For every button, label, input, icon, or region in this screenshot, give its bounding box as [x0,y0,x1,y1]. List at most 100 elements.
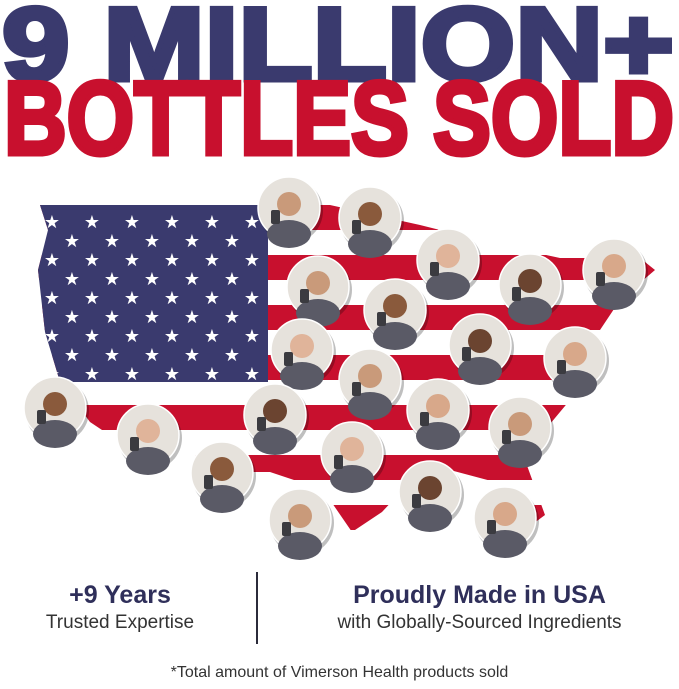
customer-photo [257,176,323,248]
star-icon: ★ [204,212,220,232]
star-icon: ★ [164,212,180,232]
star-icon: ★ [124,364,140,384]
bottle-icon [502,430,511,444]
star-icon: ★ [204,250,220,270]
bottle-icon [557,360,566,374]
customer-photo [473,486,539,558]
customer-photo [268,488,334,560]
bottle-icon [282,522,291,536]
star-icon: ★ [204,364,220,384]
bottle-icon [284,352,293,366]
star-icon: ★ [244,364,260,384]
star-icon: ★ [144,231,160,251]
bottle-icon [352,220,361,234]
star-icon: ★ [224,269,240,289]
star-icon: ★ [64,307,80,327]
customer-photo [116,403,182,475]
star-icon: ★ [164,250,180,270]
customer-photo [416,228,482,300]
bottle-icon [300,289,309,303]
flag-canton [38,205,268,382]
customer-photo [270,318,336,390]
star-icon: ★ [84,288,100,308]
stat-usa-title: Proudly Made in USA [353,581,606,609]
bottle-icon [352,382,361,396]
star-icon: ★ [244,212,260,232]
star-icon: ★ [124,250,140,270]
star-icon: ★ [244,288,260,308]
bottle-icon [271,210,280,224]
star-icon: ★ [44,212,60,232]
bottle-icon [377,312,386,326]
star-icon: ★ [104,307,120,327]
star-icon: ★ [164,364,180,384]
star-icon: ★ [84,364,100,384]
stat-made-in-usa: Proudly Made in USA with Globally-Source… [280,580,679,636]
star-icon: ★ [64,345,80,365]
customer-photo [338,186,404,258]
star-icon: ★ [144,345,160,365]
headline-line1: 9 MILLION+ [2,0,674,103]
customer-photo [286,255,352,327]
stat-years-subtitle: Trusted Expertise [45,612,195,633]
star-icon: ★ [224,307,240,327]
star-icon: ★ [144,269,160,289]
stat-years: +9 Years Trusted Expertise [0,580,240,636]
bottle-icon [130,437,139,451]
star-icon: ★ [164,326,180,346]
flag-stripe [38,505,655,530]
star-icon: ★ [224,231,240,251]
star-icon: ★ [84,250,100,270]
customer-photo [363,278,429,350]
star-icon: ★ [104,231,120,251]
star-icon: ★ [44,288,60,308]
star-icon: ★ [44,250,60,270]
star-icon: ★ [44,326,60,346]
star-icon: ★ [64,269,80,289]
bottle-icon [334,455,343,469]
bottle-icon [430,262,439,276]
star-icon: ★ [244,250,260,270]
customer-photo [406,378,472,450]
star-icon: ★ [104,269,120,289]
customer-photo [320,421,386,493]
bottle-icon [596,272,605,286]
star-icon: ★ [184,345,200,365]
divider [256,572,258,644]
customer-photo [243,383,309,455]
customer-photo [448,313,514,385]
customer-photo [543,326,609,398]
star-icon: ★ [84,212,100,232]
star-icon: ★ [124,288,140,308]
star-icon: ★ [164,288,180,308]
star-icon: ★ [224,345,240,365]
customer-photos [23,176,648,560]
customer-photo [398,460,464,532]
star-icon: ★ [184,269,200,289]
star-icon: ★ [204,326,220,346]
customer-photo [582,238,648,310]
star-icon: ★ [204,288,220,308]
customer-photo [488,396,554,468]
bottle-icon [512,287,521,301]
bottle-icon [412,494,421,508]
us-flag-map: ★ ★ ★ ★ ★ ★★ ★ ★ ★ ★★ ★ ★ ★ ★ ★★ ★ ★ ★ ★★ ★ ★ ★ ★ ★★ ★ ★ ★ ★★ ★ ★ ★ ★ ★★… [23,176,655,560]
bottle-icon [487,520,496,534]
star-icon: ★ [184,307,200,327]
bottle-icon [420,412,429,426]
footnote: *Total amount of Vimerson Health product… [170,664,509,681]
star-icon: ★ [244,326,260,346]
headline: 9 MILLION+ BOTTLES SOLD [0,0,677,170]
star-icon: ★ [124,212,140,232]
star-icon: ★ [104,345,120,365]
bottle-icon [37,410,46,424]
stat-usa-subtitle: with Globally-Sourced Ingredients [337,612,622,633]
bottle-icon [204,475,213,489]
bottle-icon [462,347,471,361]
customer-photo [190,441,256,513]
bottle-icon [257,417,266,431]
star-icon: ★ [144,307,160,327]
customer-photo [23,376,89,448]
customer-photo [498,253,564,325]
stat-years-title: +9 Years [69,581,171,609]
